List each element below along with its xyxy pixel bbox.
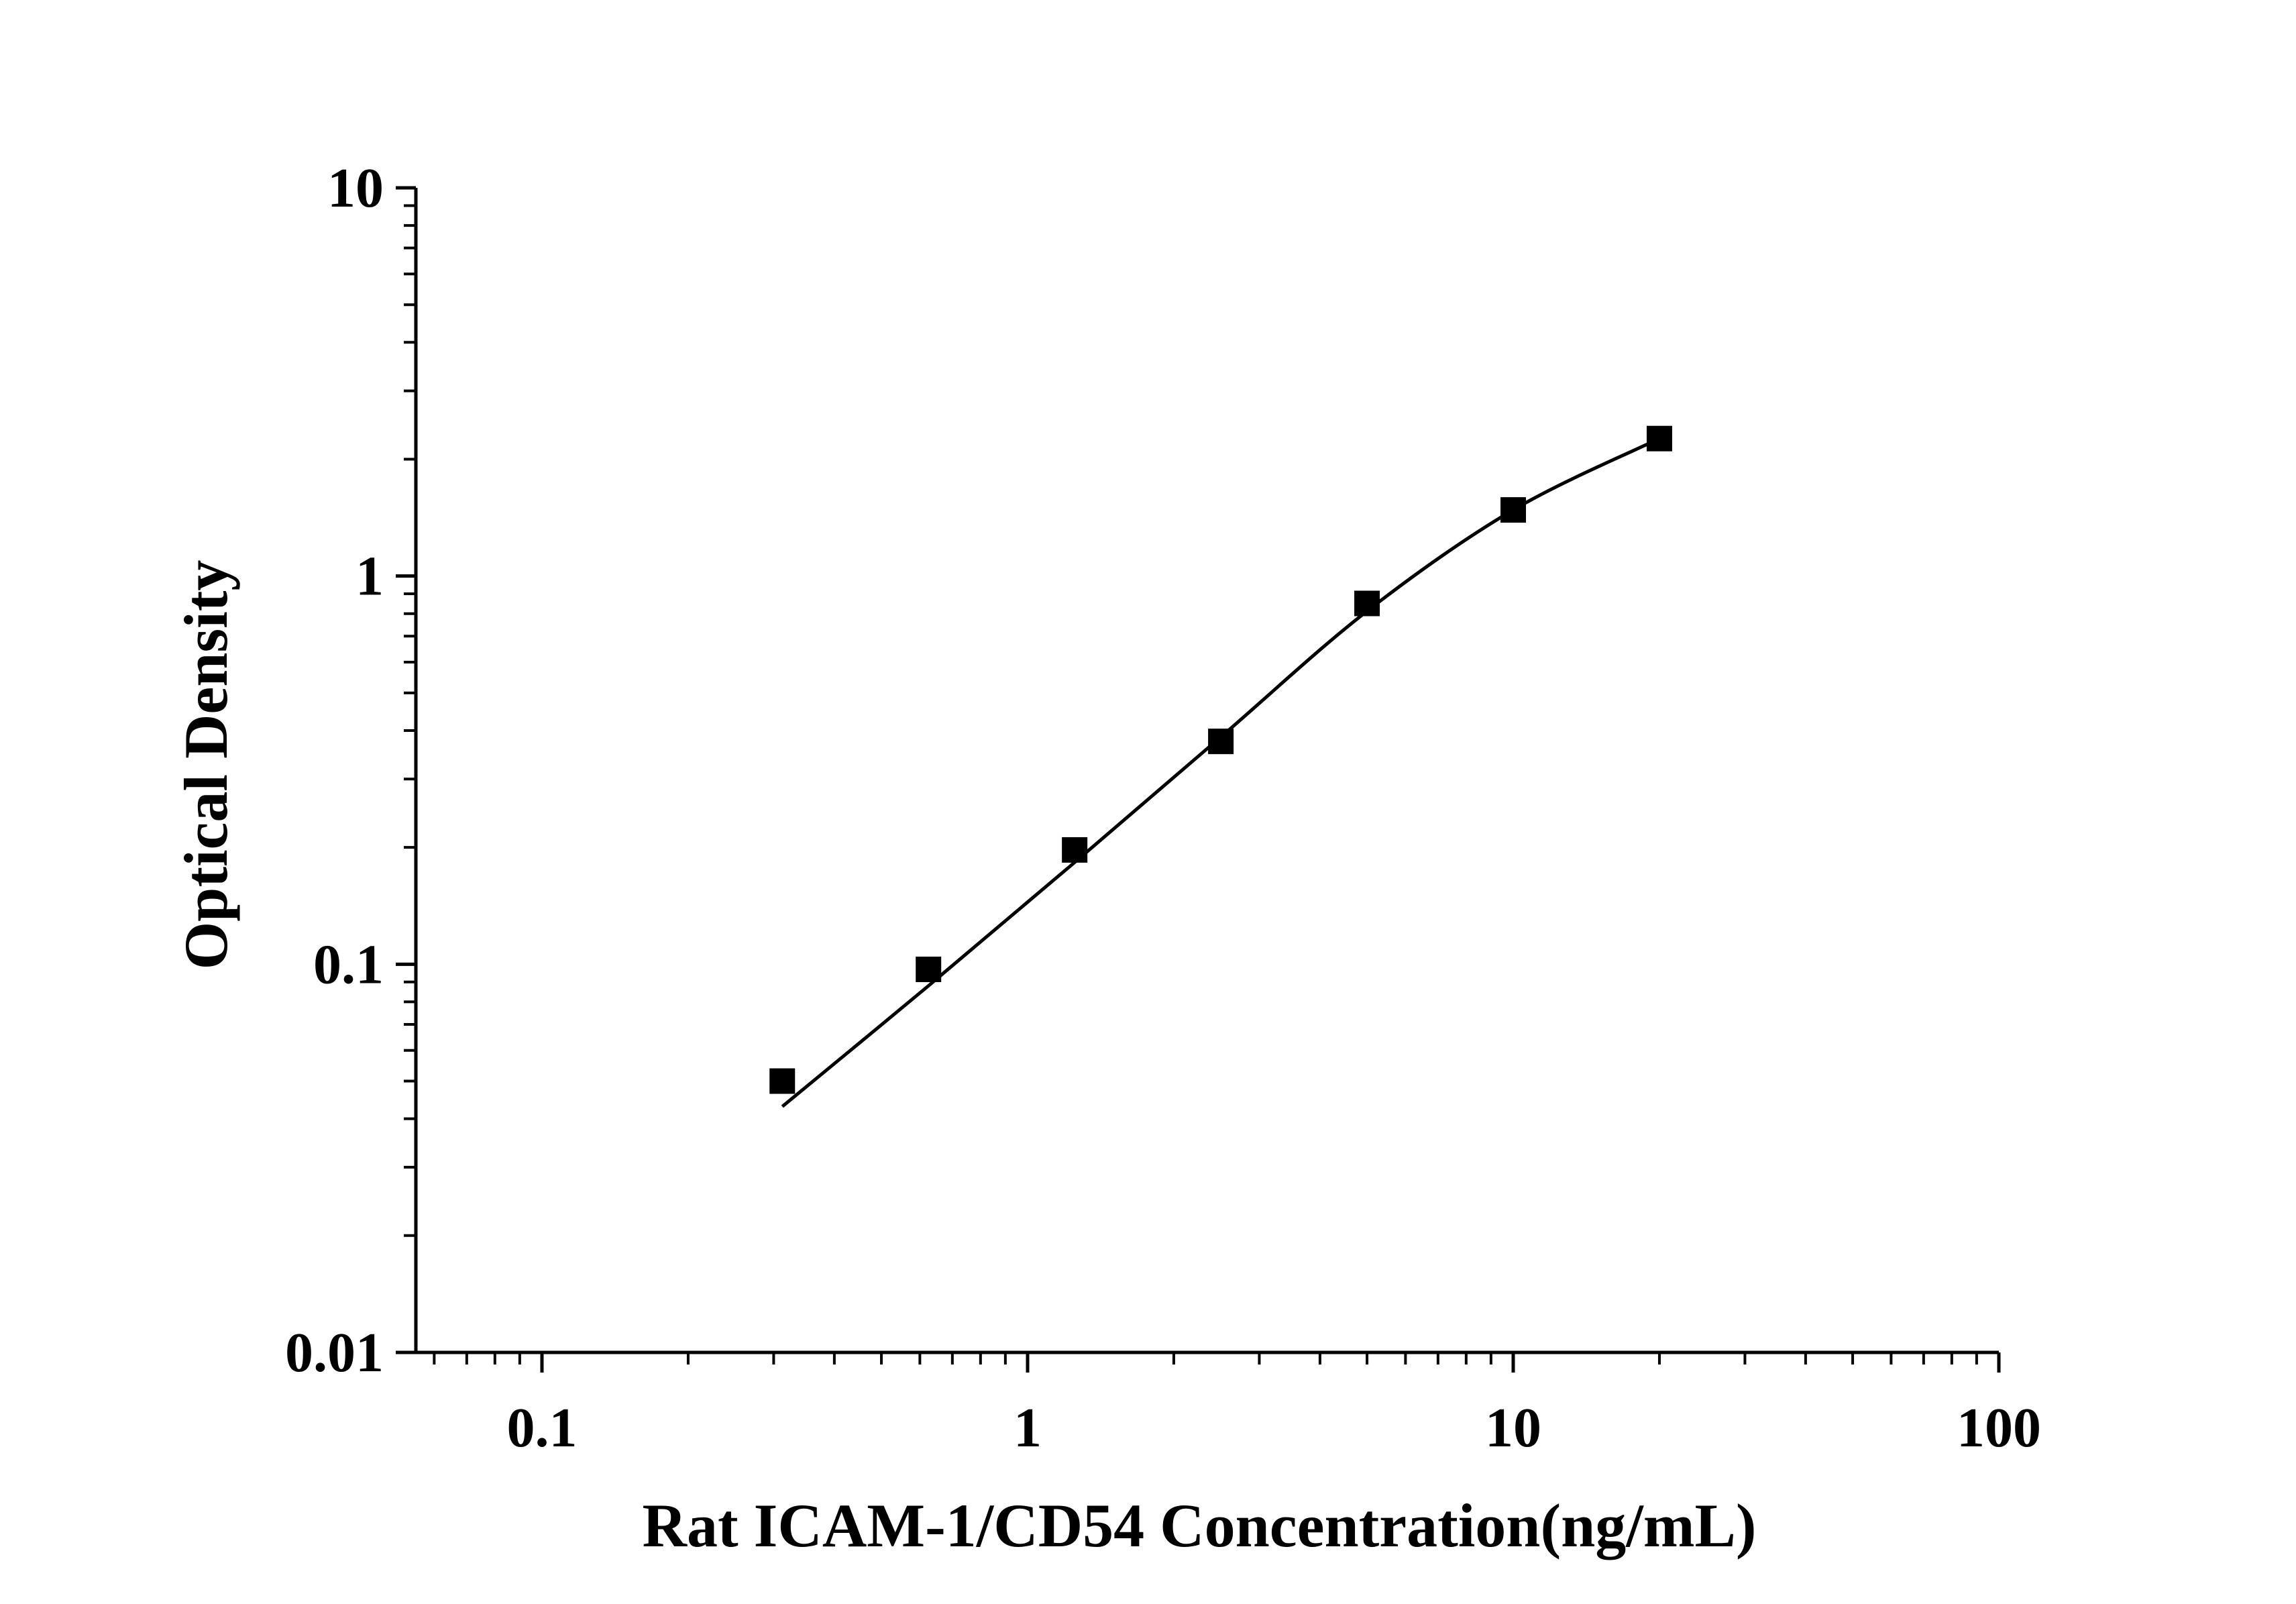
x-tick-label: 100 — [1957, 1397, 2041, 1459]
x-tick-label: 0.1 — [506, 1397, 577, 1459]
y-tick-label: 0.1 — [313, 933, 384, 996]
x-axis-title: Rat ICAM-1/CD54 Concentration(ng/mL) — [643, 1491, 1757, 1560]
y-tick-label: 10 — [327, 157, 384, 219]
data-point — [1354, 590, 1380, 617]
y-tick-label: 0.01 — [285, 1322, 384, 1384]
data-point — [769, 1068, 796, 1094]
x-axis-ticks: 0.1 1 10 100 — [433, 1352, 2041, 1459]
x-tick-label: 1 — [1014, 1397, 1042, 1459]
data-point — [1646, 425, 1672, 451]
data-point — [1062, 837, 1088, 863]
data-point — [1208, 729, 1234, 755]
x-tick-label: 10 — [1485, 1397, 1541, 1459]
data-point — [1500, 497, 1526, 523]
axes — [414, 188, 1999, 1354]
data-points — [769, 425, 1672, 1094]
y-axis-title: Optical Density — [172, 560, 240, 970]
y-axis-ticks: 0.01 0.1 1 10 — [285, 157, 416, 1384]
y-tick-label: 1 — [356, 545, 384, 608]
data-point — [916, 956, 942, 982]
